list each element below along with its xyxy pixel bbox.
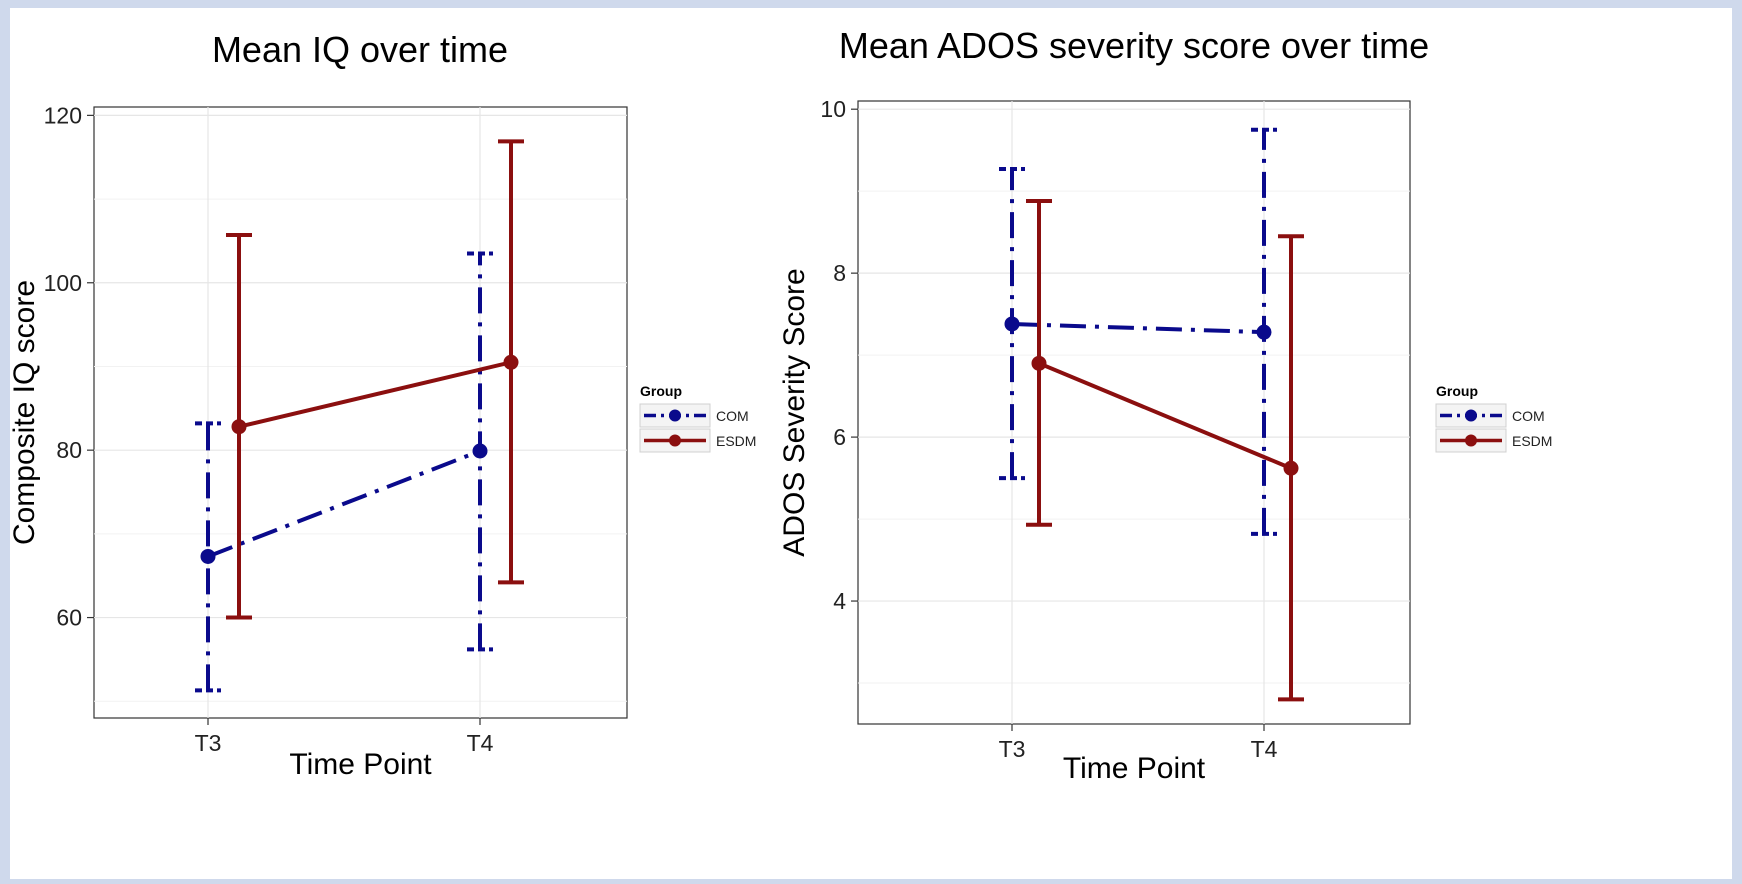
legend: Group COM ESDM: [1435, 383, 1552, 453]
series-com: [999, 127, 1277, 536]
y-tick-label: 100: [44, 270, 82, 296]
series-esdm: [226, 139, 524, 620]
x-axis-title: Time Point: [1063, 752, 1206, 785]
y-tick-label: 6: [833, 424, 846, 450]
data-point: [1283, 460, 1299, 476]
series-esdm: [1026, 199, 1304, 702]
data-point: [200, 548, 216, 564]
y-tick-label: 120: [44, 102, 82, 128]
y-axis-title: ADOS Severity Score: [778, 268, 811, 556]
chart-title: Mean ADOS severity score over time: [839, 25, 1429, 66]
y-axis-title: Composite IQ score: [10, 280, 41, 545]
data-point: [1004, 316, 1020, 332]
series-line: [1038, 361, 1292, 471]
series-line: [238, 360, 512, 429]
figure: 60 80 100 120 T3 T4 Mean IQ over time Time Poin…: [8, 8, 1732, 879]
y-tick-label: 8: [833, 260, 846, 286]
plot-panel: [857, 100, 1411, 725]
x-tick-label: T4: [467, 730, 494, 756]
legend-title: Group: [640, 383, 682, 399]
legend-key-point: [1465, 409, 1477, 422]
chart-1: 60 80 100 120 T3 T4 Mean IQ over time Time Poin…: [8, 29, 756, 781]
legend: Group COM ESDM: [639, 383, 756, 453]
data-point: [231, 419, 247, 435]
legend-label: COM: [1512, 408, 1545, 424]
data-point: [503, 354, 519, 370]
x-tick-label: T4: [1251, 736, 1278, 762]
series-com: [195, 251, 493, 693]
legend-label: ESDM: [1512, 433, 1552, 449]
chart-title: Mean IQ over time: [212, 29, 508, 70]
legend-key-point: [669, 434, 681, 447]
data-point: [1031, 355, 1047, 371]
y-tick-label: 10: [820, 96, 846, 122]
data-point: [1256, 324, 1272, 340]
chart-canvas: 60 80 100 120 T3 T4 Mean IQ over time Time Poin…: [8, 25, 1552, 785]
plot-panel: [93, 106, 628, 719]
x-tick-label: T3: [999, 736, 1026, 762]
series-line: [1011, 321, 1265, 335]
x-axis-title: Time Point: [289, 748, 432, 781]
chart-2: 4 6 8 10 T3 T4 Mean ADOS severity score over t…: [778, 25, 1552, 785]
y-tick-label: 60: [56, 605, 82, 631]
legend-label: COM: [716, 408, 749, 424]
legend-key-point: [669, 409, 681, 422]
series-line: [207, 449, 481, 559]
legend-key-point: [1465, 434, 1477, 447]
legend-label: ESDM: [716, 433, 756, 449]
y-tick-label: 80: [56, 437, 82, 463]
data-point: [472, 443, 488, 459]
y-tick-label: 4: [833, 588, 846, 614]
legend-title: Group: [1436, 383, 1478, 399]
x-tick-label: T3: [195, 730, 222, 756]
